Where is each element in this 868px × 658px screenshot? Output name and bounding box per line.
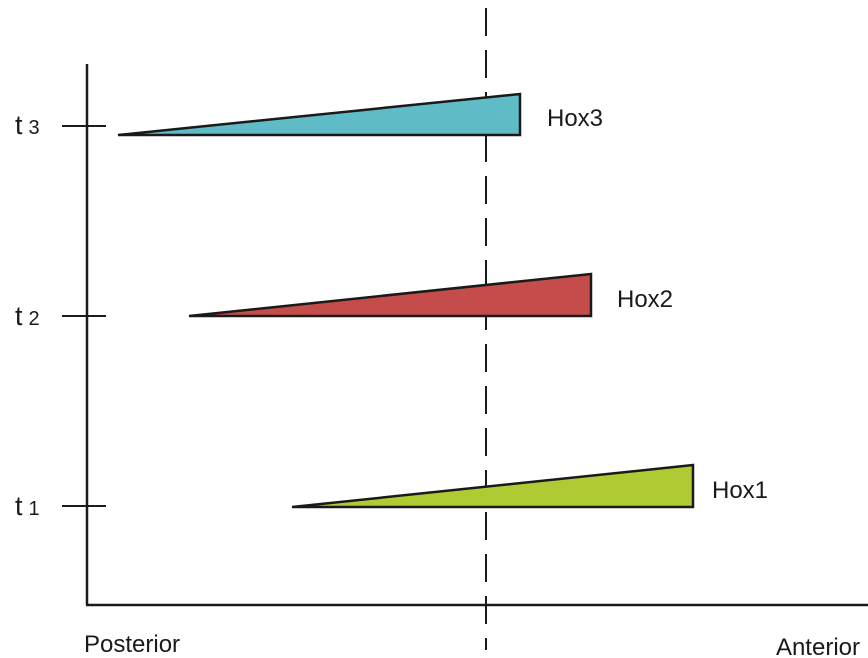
hox2-wedge — [188, 272, 593, 318]
tick-label-t1-sub: 1 — [29, 498, 40, 520]
hox3-label: Hox3 — [547, 105, 603, 132]
tick-label-t2-base: t — [15, 301, 23, 331]
hox3-wedge — [117, 92, 522, 137]
tick-label-t1-base: t — [15, 491, 23, 521]
tick-label-t2-sub: 2 — [29, 308, 40, 330]
hox1-wedge — [291, 463, 695, 509]
tick-label-t3-base: t — [15, 110, 23, 140]
hox2-label: Hox2 — [617, 286, 673, 313]
hox1-label: Hox1 — [712, 477, 768, 504]
posterior-label: Posterior — [84, 631, 180, 658]
anterior-label: Anterior — [776, 634, 860, 658]
tick-label-t3-sub: 3 — [29, 117, 40, 139]
